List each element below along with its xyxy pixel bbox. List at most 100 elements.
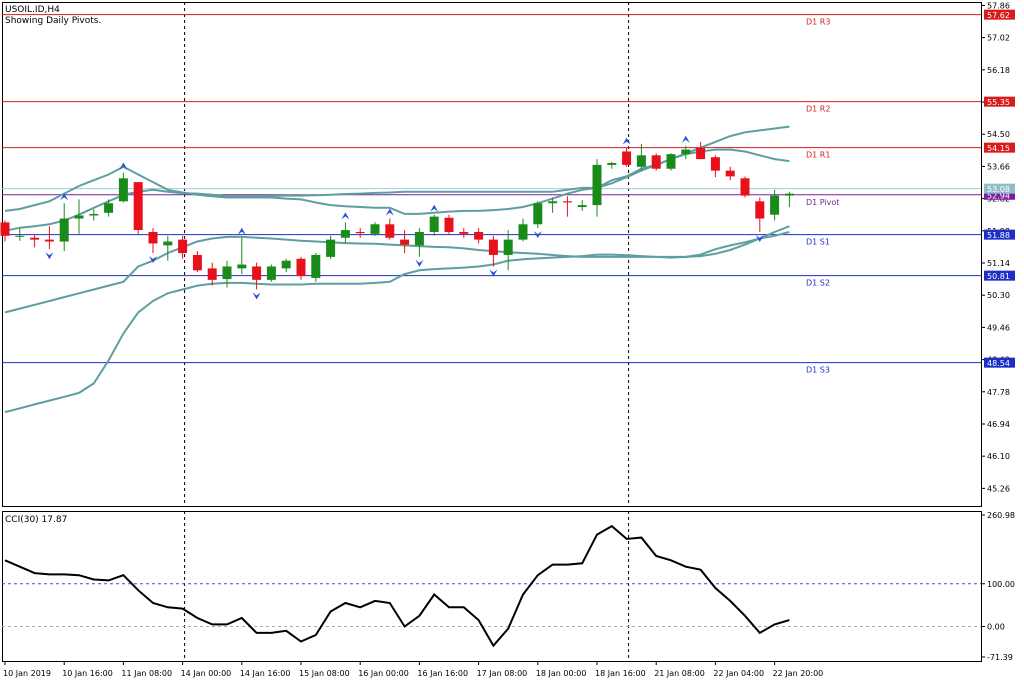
cci-y-tick-label: -71.39: [987, 653, 1013, 662]
candle: [104, 199, 114, 217]
candle: [148, 228, 158, 254]
pivot-price-tag: 54.15: [984, 142, 1015, 153]
pivot-price-tag: 50.81: [984, 270, 1015, 281]
candle: [222, 260, 232, 288]
candle-body: [59, 218, 69, 242]
y-tick-label: 53.66: [987, 162, 1010, 171]
candle: [622, 147, 632, 167]
candle-body: [740, 178, 750, 196]
candle: [607, 161, 617, 169]
candle: [459, 228, 469, 238]
pivot-lines: D1 R3 D1 R2 D1 R1 D1 Pivot D1 S1 D1 S2 D1 S3: [2, 14, 981, 375]
x-tick-label: 18 Jan 00:00: [536, 669, 587, 678]
pivot-price-tag: 52.94: [984, 189, 1015, 200]
candle: [444, 214, 454, 234]
candle-body: [0, 222, 10, 236]
fractal-down-marker: [489, 269, 498, 277]
pivot-price-tag: 51.88: [984, 229, 1015, 240]
pivot-label: D1 S1: [806, 238, 830, 247]
x-tick-label: 16 Jan 16:00: [417, 669, 468, 678]
candle-body: [148, 231, 158, 244]
fractal-down-marker: [415, 259, 424, 267]
candle-body: [89, 213, 99, 216]
candle-body: [311, 254, 321, 278]
current-price-tag-bg: [984, 183, 1015, 194]
candle-body: [503, 239, 513, 255]
pivot-price-tag: 55.35: [984, 96, 1015, 107]
chart-separators: [184, 2, 630, 661]
fractal-up-marker: [385, 208, 394, 216]
candle: [266, 264, 276, 282]
price-tags: 57.62 55.35 54.15 52.94 51.88 50.81 48.54 53.08: [984, 9, 1015, 368]
pivot-label: D1 R3: [806, 18, 830, 27]
pivot-label: D1 Pivot: [806, 198, 839, 207]
x-tick-label: 10 Jan 16:00: [62, 669, 113, 678]
candle: [252, 262, 262, 290]
candle: [178, 235, 188, 259]
cci-y-tick-label: 100.00: [987, 580, 1015, 589]
x-tick-label: 21 Jan 08:00: [654, 669, 705, 678]
candle-body: [710, 157, 720, 171]
fractal-up-marker: [237, 227, 246, 235]
axes: 57.8657.0256.1855.3454.5053.6652.8251.98…: [3, 1, 1015, 678]
y-tick-label: 47.78: [987, 388, 1010, 397]
candle-body: [592, 164, 602, 206]
pivot-price-tag-bg: [984, 9, 1015, 20]
pivot-price-tag-label: 48.54: [987, 359, 1010, 368]
candle: [163, 235, 173, 261]
candle-body: [133, 182, 143, 231]
candle: [340, 222, 350, 244]
candle-body: [533, 203, 543, 225]
x-tick-label: 22 Jan 04:00: [713, 669, 764, 678]
candle-body: [607, 162, 617, 165]
pivot-label: D1 S2: [806, 279, 830, 288]
x-tick-label: 17 Jan 08:00: [477, 669, 528, 678]
candle: [0, 220, 10, 242]
candle: [725, 166, 735, 181]
current-price-tag: 53.08: [984, 183, 1015, 194]
candle-body: [385, 224, 395, 238]
candle-body: [355, 231, 365, 234]
x-tick-label: 14 Jan 16:00: [240, 669, 291, 678]
pivot-price-tag-bg: [984, 229, 1015, 240]
pivot-price-tag-label: 51.88: [987, 231, 1010, 240]
candle: [89, 208, 99, 221]
candle: [651, 153, 661, 171]
cci-title: CCI(30) 17.87: [5, 515, 67, 525]
candle: [474, 228, 484, 244]
x-tick-label: 22 Jan 20:00: [773, 669, 824, 678]
candle: [755, 197, 765, 232]
candle: [636, 143, 646, 171]
candle: [681, 145, 691, 160]
pivot-price-tag-label: 52.94: [987, 191, 1010, 200]
pivot-price-tag-bg: [984, 189, 1015, 200]
candle-body: [636, 155, 646, 167]
y-tick-label: 57.86: [987, 1, 1010, 10]
candle-body: [340, 230, 350, 238]
candle-body: [784, 193, 794, 196]
candle: [577, 200, 587, 211]
current-price-tag-label: 53.08: [987, 185, 1010, 194]
candle: [710, 155, 720, 178]
candle: [237, 237, 247, 275]
candle-body: [548, 201, 558, 204]
fractals: [45, 135, 764, 300]
candle-body: [622, 151, 632, 165]
y-tick-label: 51.14: [987, 259, 1010, 268]
candle-body: [770, 195, 780, 215]
candle-body: [577, 205, 587, 208]
pivot-price-tag-bg: [984, 96, 1015, 107]
x-tick-label: 18 Jan 16:00: [595, 669, 646, 678]
candle-body: [326, 239, 336, 257]
fractal-up-marker: [622, 137, 631, 145]
chart-subtitle: Showing Daily Pivots.: [5, 16, 101, 26]
pivot-price-tag-label: 55.35: [987, 98, 1010, 107]
candle: [784, 191, 794, 208]
fractal-down-marker: [755, 234, 764, 242]
candle: [370, 222, 380, 236]
symbol-title: USOIL.ID,H4: [5, 5, 60, 15]
pivot-price-tag-bg: [984, 357, 1015, 368]
candle-body: [30, 237, 40, 240]
pivot-price-tag-label: 50.81: [987, 272, 1010, 281]
